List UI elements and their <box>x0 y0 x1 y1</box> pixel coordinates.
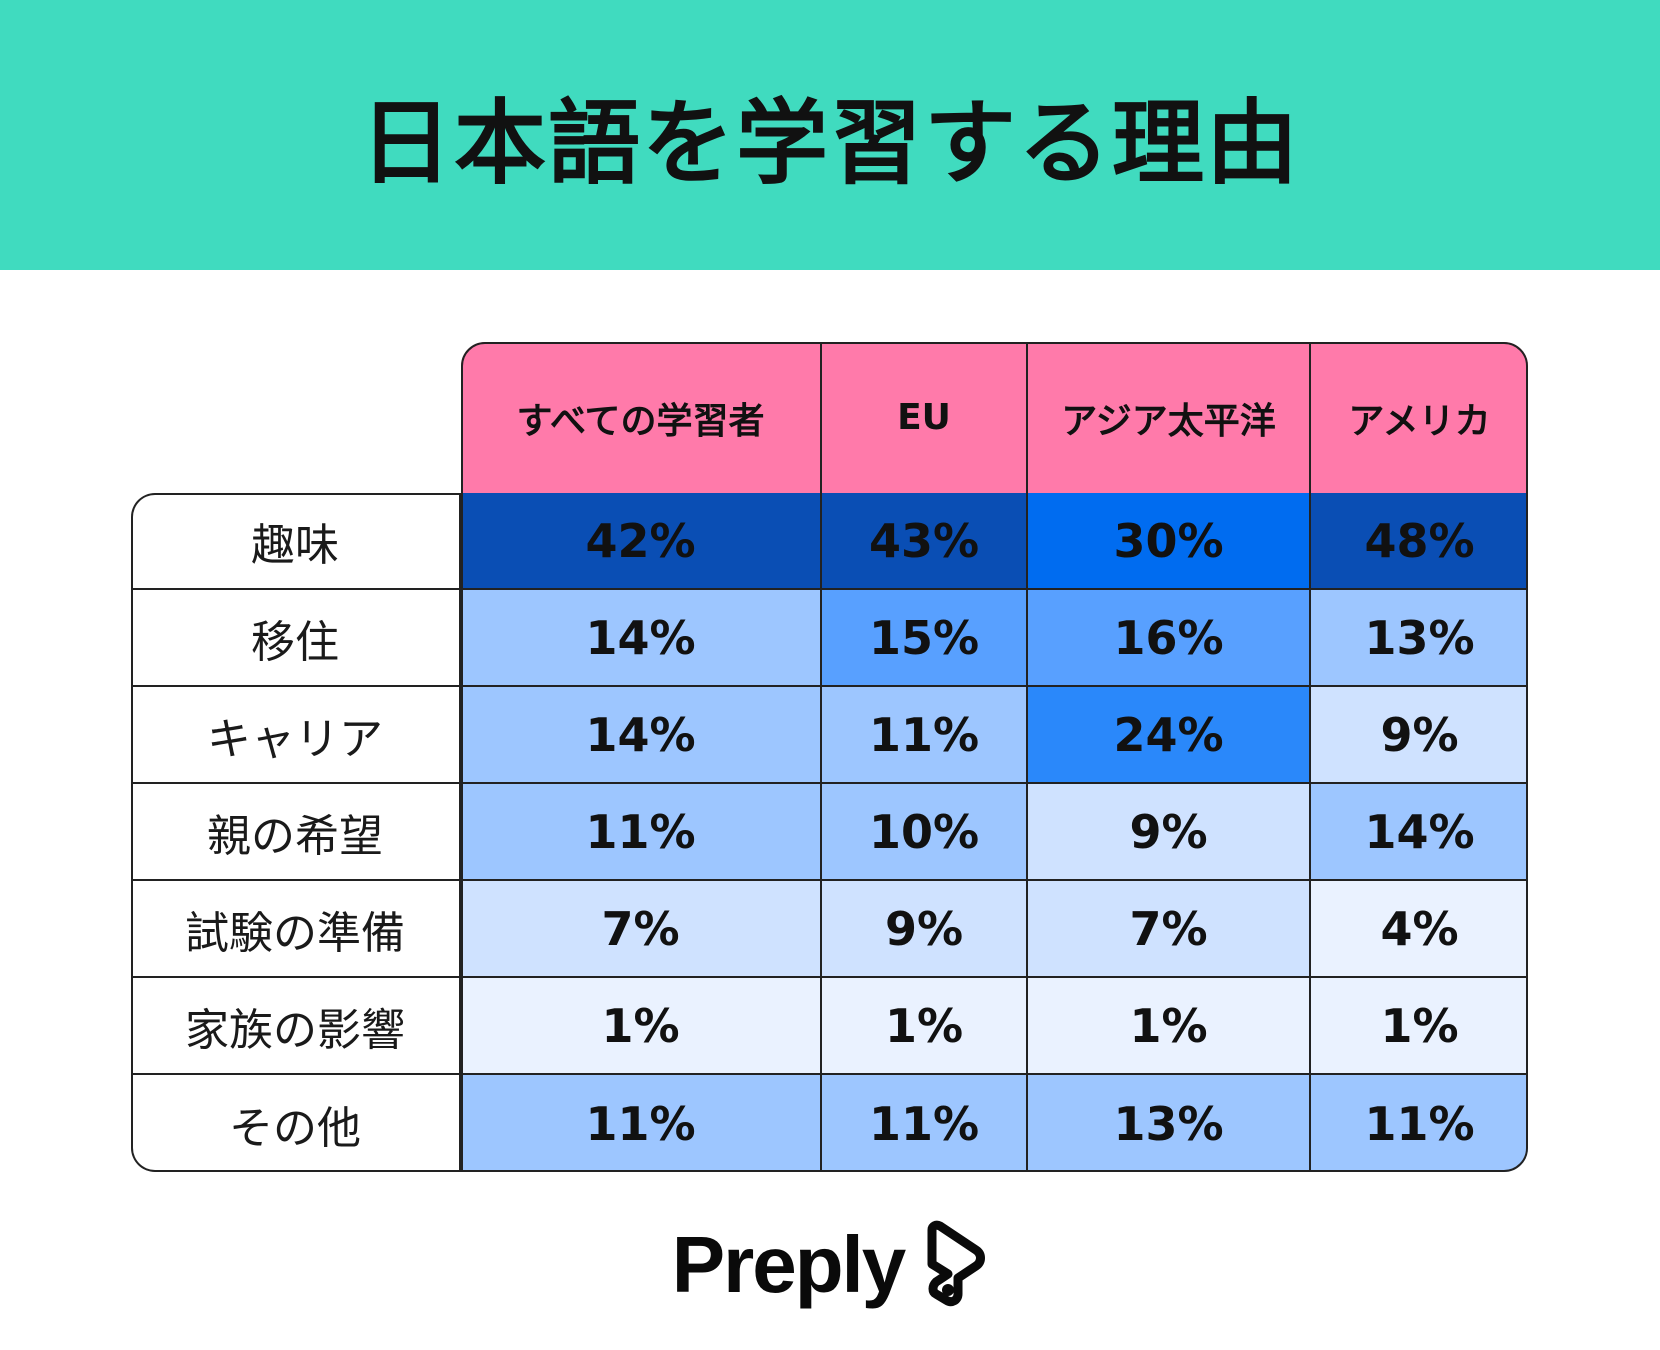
row-label: 移住 <box>131 590 461 687</box>
page-title: 日本語を学習する理由 <box>359 89 1300 197</box>
value-cell: 42% <box>461 493 822 590</box>
value-cell: 1% <box>1311 978 1528 1075</box>
value-cell: 10% <box>822 784 1028 881</box>
value-cell: 30% <box>1028 493 1311 590</box>
value-cell: 11% <box>822 1075 1028 1172</box>
brand-name: Preply <box>671 1220 907 1309</box>
value-cell: 14% <box>461 590 822 687</box>
column-header: アメリカ <box>1311 342 1528 493</box>
value-cell: 11% <box>461 784 822 881</box>
value-cell: 14% <box>1311 784 1528 881</box>
value-cell: 1% <box>822 978 1028 1075</box>
value-cell: 7% <box>1028 881 1311 978</box>
value-cell: 15% <box>822 590 1028 687</box>
value-cell: 14% <box>461 687 822 784</box>
column-header: すべての学習者 <box>461 342 822 493</box>
value-cell: 9% <box>822 881 1028 978</box>
preply-logo-icon <box>927 1220 986 1307</box>
value-cell: 1% <box>461 978 822 1075</box>
column-header: EU <box>822 342 1028 493</box>
column-header: アジア太平洋 <box>1028 342 1311 493</box>
value-cell: 1% <box>1028 978 1311 1075</box>
brand-logo: Preply <box>0 1215 1660 1315</box>
value-cell: 9% <box>1028 784 1311 881</box>
row-label: 趣味 <box>131 493 461 590</box>
row-label: 試験の準備 <box>131 881 461 978</box>
value-cell: 11% <box>461 1075 822 1172</box>
value-cell: 16% <box>1028 590 1311 687</box>
value-cell: 24% <box>1028 687 1311 784</box>
value-cell: 9% <box>1311 687 1528 784</box>
row-label: 親の希望 <box>131 784 461 881</box>
value-cell: 13% <box>1028 1075 1311 1172</box>
value-cell: 4% <box>1311 881 1528 978</box>
data-table: すべての学習者 EU アジア太平洋 アメリカ 趣味 42% 43% 30% 48% 移住 14% 15… <box>131 342 1528 1172</box>
title-banner: 日本語を学習する理由 <box>0 0 1660 270</box>
value-cell: 43% <box>822 493 1028 590</box>
value-cell: 11% <box>822 687 1028 784</box>
row-label: キャリア <box>131 687 461 784</box>
value-cell: 13% <box>1311 590 1528 687</box>
value-cell: 11% <box>1311 1075 1528 1172</box>
value-cell: 7% <box>461 881 822 978</box>
row-label: その他 <box>131 1075 461 1172</box>
row-label: 家族の影響 <box>131 978 461 1075</box>
value-cell: 48% <box>1311 493 1528 590</box>
